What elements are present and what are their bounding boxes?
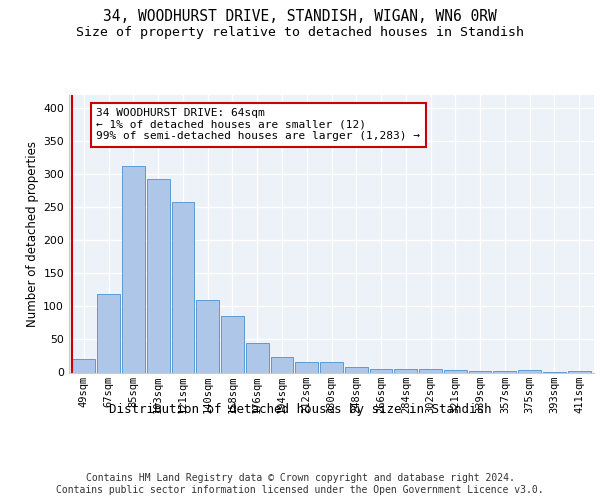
Bar [394,368,417,372]
Bar [172,202,194,372]
Bar [196,300,219,372]
Text: Distribution of detached houses by size in Standish: Distribution of detached houses by size … [109,402,491,415]
Bar [469,371,491,372]
Bar [444,370,467,372]
Bar [271,358,293,372]
Bar [568,371,590,372]
Text: Size of property relative to detached houses in Standish: Size of property relative to detached ho… [76,26,524,39]
Bar [246,344,269,372]
Bar [97,294,120,372]
Bar [320,362,343,372]
Text: Contains HM Land Registry data © Crown copyright and database right 2024.
Contai: Contains HM Land Registry data © Crown c… [56,474,544,495]
Y-axis label: Number of detached properties: Number of detached properties [26,141,39,327]
Bar [345,367,368,372]
Bar [419,368,442,372]
Bar [518,370,541,372]
Bar [221,316,244,372]
Bar [147,179,170,372]
Text: 34 WOODHURST DRIVE: 64sqm
← 1% of detached houses are smaller (12)
99% of semi-d: 34 WOODHURST DRIVE: 64sqm ← 1% of detach… [96,108,420,142]
Bar [73,360,95,372]
Text: 34, WOODHURST DRIVE, STANDISH, WIGAN, WN6 0RW: 34, WOODHURST DRIVE, STANDISH, WIGAN, WN… [103,9,497,24]
Bar [295,362,318,372]
Bar [122,166,145,372]
Bar [370,368,392,372]
Bar [493,371,516,372]
